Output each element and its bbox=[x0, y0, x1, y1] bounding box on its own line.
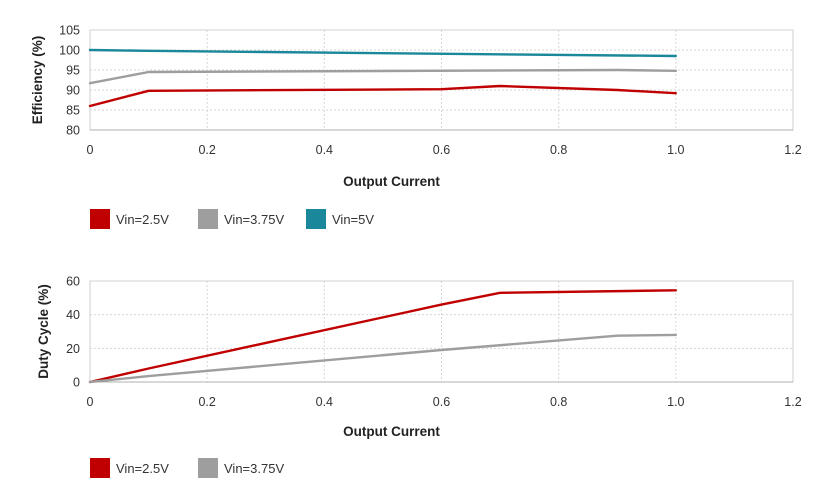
x-tick-label: 1.2 bbox=[784, 143, 801, 157]
x-tick-label: 1.0 bbox=[667, 143, 684, 157]
y-tick-label: 85 bbox=[66, 104, 80, 118]
legend-swatch bbox=[198, 209, 218, 229]
series-line-vin-3-75v bbox=[88, 333, 677, 384]
y-tick-label: 40 bbox=[66, 308, 80, 322]
series-line-vin-3-75v bbox=[88, 68, 677, 85]
legend-item[interactable]: Vin=2.5V bbox=[90, 458, 169, 478]
legend-label: Vin=5V bbox=[332, 212, 374, 227]
legend-label: Vin=3.75V bbox=[224, 461, 284, 476]
x-tick-label: 0.8 bbox=[550, 143, 567, 157]
x-tick-label: 0.2 bbox=[198, 395, 215, 409]
legend-item[interactable]: Vin=3.75V bbox=[198, 458, 284, 478]
legend-swatch bbox=[90, 209, 110, 229]
x-tick-label: 0.2 bbox=[198, 143, 215, 157]
y-tick-label: 20 bbox=[66, 342, 80, 356]
x-tick-label: 0.4 bbox=[316, 143, 333, 157]
x-tick-label: 0.6 bbox=[433, 143, 450, 157]
y-tick-label: 90 bbox=[66, 84, 80, 98]
y-tick-label: 0 bbox=[73, 376, 80, 390]
y-tick-label: 95 bbox=[66, 64, 80, 78]
x-tick-label: 1.2 bbox=[784, 395, 801, 409]
legend-swatch bbox=[90, 458, 110, 478]
legend-label: Vin=2.5V bbox=[116, 212, 169, 227]
x-axis-title: Output Current bbox=[343, 174, 440, 189]
x-tick-label: 1.0 bbox=[667, 395, 684, 409]
x-tick-label: 0.4 bbox=[316, 395, 333, 409]
efficiency-chart: 80 85 90 95 100 105 0 0.2 0.4 0.6 0.8 1.0 1.2 Output … bbox=[30, 24, 802, 229]
y-tick-label: 105 bbox=[59, 24, 80, 38]
legend-swatch bbox=[198, 458, 218, 478]
x-axis-title: Output Current bbox=[343, 424, 440, 439]
series-line-vin-2-5v bbox=[88, 84, 677, 108]
series-line-vin-2-5v bbox=[88, 289, 677, 384]
legend-label: Vin=3.75V bbox=[224, 212, 284, 227]
legend-item[interactable]: Vin=2.5V bbox=[90, 209, 169, 229]
x-tick-label: 0.6 bbox=[433, 395, 450, 409]
legend-item[interactable]: Vin=5V bbox=[306, 209, 374, 229]
y-axis-title: Efficiency (%) bbox=[30, 36, 45, 125]
y-tick-label: 100 bbox=[59, 44, 80, 58]
y-tick-label: 60 bbox=[66, 275, 80, 289]
y-tick-label: 80 bbox=[66, 124, 80, 138]
duty-cycle-chart: 0 20 40 60 0 0.2 0.4 0.6 0.8 1.0 1.2 Output Current… bbox=[36, 275, 802, 478]
legend-swatch bbox=[306, 209, 326, 229]
series-line-vin-5v bbox=[88, 48, 677, 58]
legend-label: Vin=2.5V bbox=[116, 461, 169, 476]
x-tick-label: 0.8 bbox=[550, 395, 567, 409]
y-axis-title: Duty Cycle (%) bbox=[36, 284, 51, 379]
legend-item[interactable]: Vin=3.75V bbox=[198, 209, 284, 229]
x-tick-label: 0 bbox=[87, 143, 94, 157]
x-tick-label: 0 bbox=[87, 395, 94, 409]
